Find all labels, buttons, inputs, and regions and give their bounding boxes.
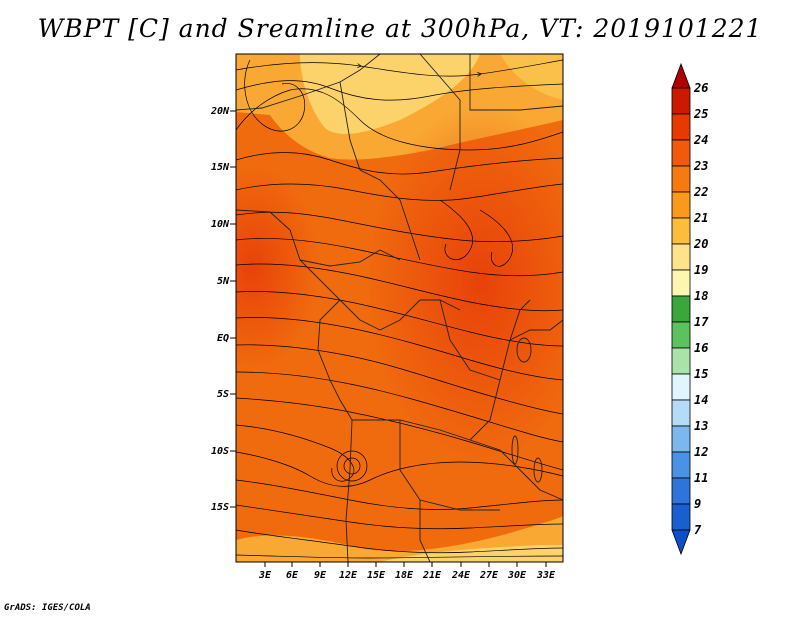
colorbar-swatch <box>671 321 691 349</box>
colorbar-swatch <box>671 113 691 141</box>
colorbar-label: 22 <box>693 185 708 199</box>
lon-tick-label: 9E <box>314 570 327 581</box>
lat-tick-label: EQ <box>217 333 229 344</box>
colorbar-label: 24 <box>693 133 708 147</box>
lon-tick-label: 18E <box>395 570 414 581</box>
map-panel <box>236 54 563 562</box>
colorbar-swatch <box>671 191 691 219</box>
colorbar-swatch <box>671 503 691 531</box>
colorbar: 26 25 24 23 22 21 20 19 18 17 16 15 14 13 12 11 9 7 <box>671 62 709 556</box>
colorbar-swatch <box>671 165 691 193</box>
lat-tick-label: 5N <box>217 276 230 287</box>
lon-tick-label: 33E <box>536 570 556 581</box>
chart-title: WBPT [C] and Sreamline at 300hPa, VT: 20… <box>37 14 763 43</box>
colorbar-label: 19 <box>694 263 708 277</box>
colorbar-swatch <box>671 139 691 167</box>
colorbar-swatch <box>671 295 691 323</box>
colorbar-label: 12 <box>694 445 708 459</box>
colorbar-swatch <box>671 217 691 245</box>
lon-tick-label: 3E <box>258 570 272 581</box>
colorbar-label: 9 <box>694 497 701 511</box>
lat-tick-label: 10S <box>211 446 229 457</box>
colorbar-swatch <box>671 425 691 453</box>
lon-tick-label: 6E <box>286 570 299 581</box>
colorbar-label: 23 <box>693 159 708 173</box>
lon-tick-label: 30E <box>507 570 527 581</box>
colorbar-label: 16 <box>694 341 708 355</box>
lat-tick-label: 15S <box>211 502 229 513</box>
lakes <box>511 337 543 483</box>
lon-tick-label: 21E <box>422 570 442 581</box>
colorbar-label: 15 <box>694 367 708 381</box>
colorbar-swatch <box>671 243 691 271</box>
grads-credit: GrADS: IGES/COLA <box>4 603 91 613</box>
lat-tick-label: 5S <box>217 389 229 400</box>
lon-tick-label: 27E <box>479 570 499 581</box>
country-borders <box>236 54 563 562</box>
colorbar-swatch <box>671 269 691 297</box>
colorbar-label: 11 <box>694 471 708 485</box>
colorbar-max-arrow <box>671 62 691 89</box>
colorbar-label: 18 <box>694 289 708 303</box>
colorbar-label: 7 <box>694 523 702 537</box>
colorbar-swatch <box>671 347 691 375</box>
colorbar-swatch <box>671 373 691 401</box>
lat-axis: 20N 15N 10N 5N EQ 5S 10S 15S <box>210 106 236 513</box>
colorbar-label: 26 <box>693 81 708 95</box>
colorbar-swatch <box>671 477 691 505</box>
lon-axis: 3E 6E 9E 12E 15E 18E 21E 24E 27E 30E 33E <box>258 562 556 581</box>
colorbar-label: 13 <box>694 419 708 433</box>
colorbar-swatch <box>671 399 691 427</box>
colorbar-swatch <box>671 451 691 479</box>
colorbar-swatch <box>671 87 691 115</box>
colorbar-label: 17 <box>694 315 709 329</box>
lat-tick-label: 20N <box>210 106 230 117</box>
colorbar-label: 25 <box>693 107 708 121</box>
colorbar-label: 14 <box>694 393 708 407</box>
streamlines <box>236 59 563 559</box>
colorbar-label: 20 <box>693 237 708 251</box>
map-frame <box>235 53 564 563</box>
lat-tick-label: 10N <box>211 219 230 230</box>
colorbar-min-arrow <box>671 529 691 556</box>
lon-tick-label: 24E <box>451 570 471 581</box>
lon-tick-label: 15E <box>367 570 386 581</box>
lat-tick-label: 15N <box>211 162 230 173</box>
colorbar-label: 21 <box>693 211 708 225</box>
lon-tick-label: 12E <box>339 570 358 581</box>
wbpt-hot-west <box>236 54 563 562</box>
